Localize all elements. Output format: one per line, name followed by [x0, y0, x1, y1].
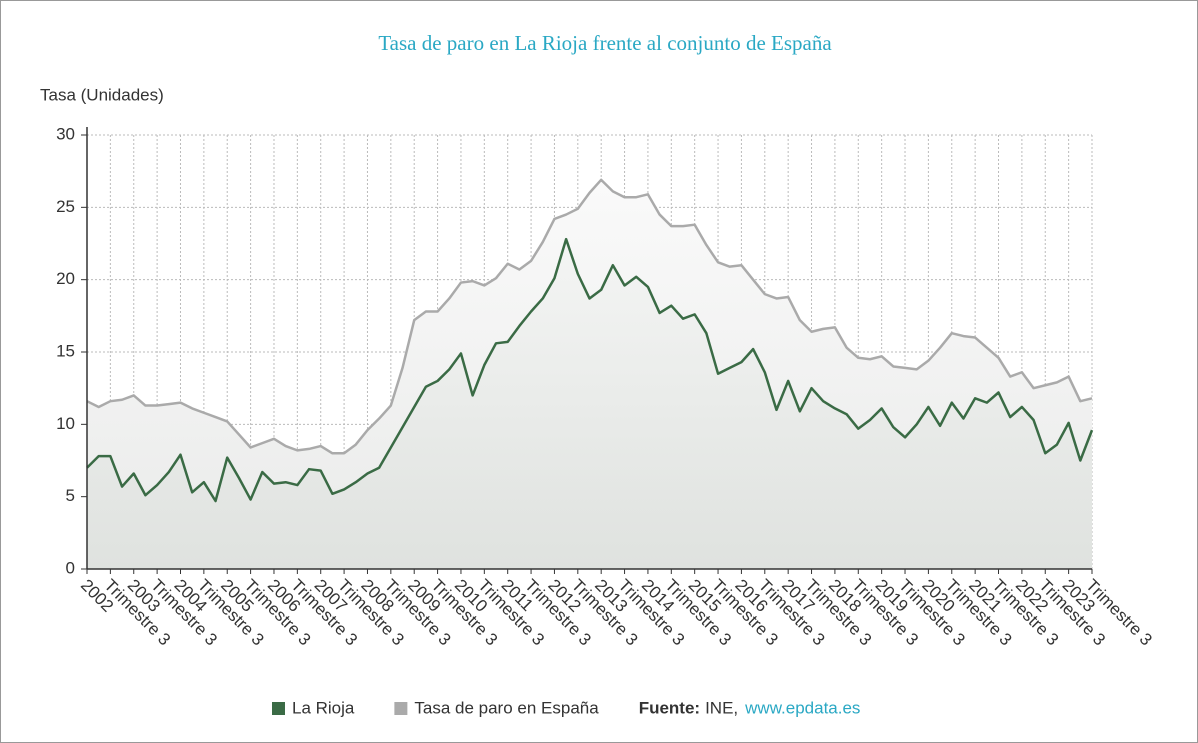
line — [86, 178, 1093, 455]
y-tick-label: 5 — [66, 486, 75, 505]
y-tick-label: 20 — [56, 269, 75, 288]
y-tick-label: 25 — [56, 197, 75, 216]
source-link[interactable]: www.epdata.es — [744, 698, 860, 717]
legend-label: Tasa de paro en España — [414, 698, 599, 717]
y-axis-label: Tasa (Unidades) — [40, 85, 164, 104]
source-text: INE, — [705, 698, 738, 717]
legend-swatch — [394, 702, 408, 715]
legend: La Rioja Tasa de paro en España Fuente: INE… — [272, 698, 860, 717]
legend-swatch — [272, 702, 285, 715]
y-tick-label: 30 — [56, 124, 75, 143]
line — [86, 237, 1094, 503]
y-tick-label: 15 — [56, 341, 75, 360]
area — [87, 239, 1092, 569]
legend-label: La Rioja — [292, 698, 355, 717]
y-tick-label: 0 — [66, 558, 75, 577]
chart-title: Tasa de paro en La Rioja frente al conju… — [378, 31, 832, 55]
y-tick-label: 10 — [56, 414, 75, 433]
source-label: Fuente: — [639, 698, 700, 717]
